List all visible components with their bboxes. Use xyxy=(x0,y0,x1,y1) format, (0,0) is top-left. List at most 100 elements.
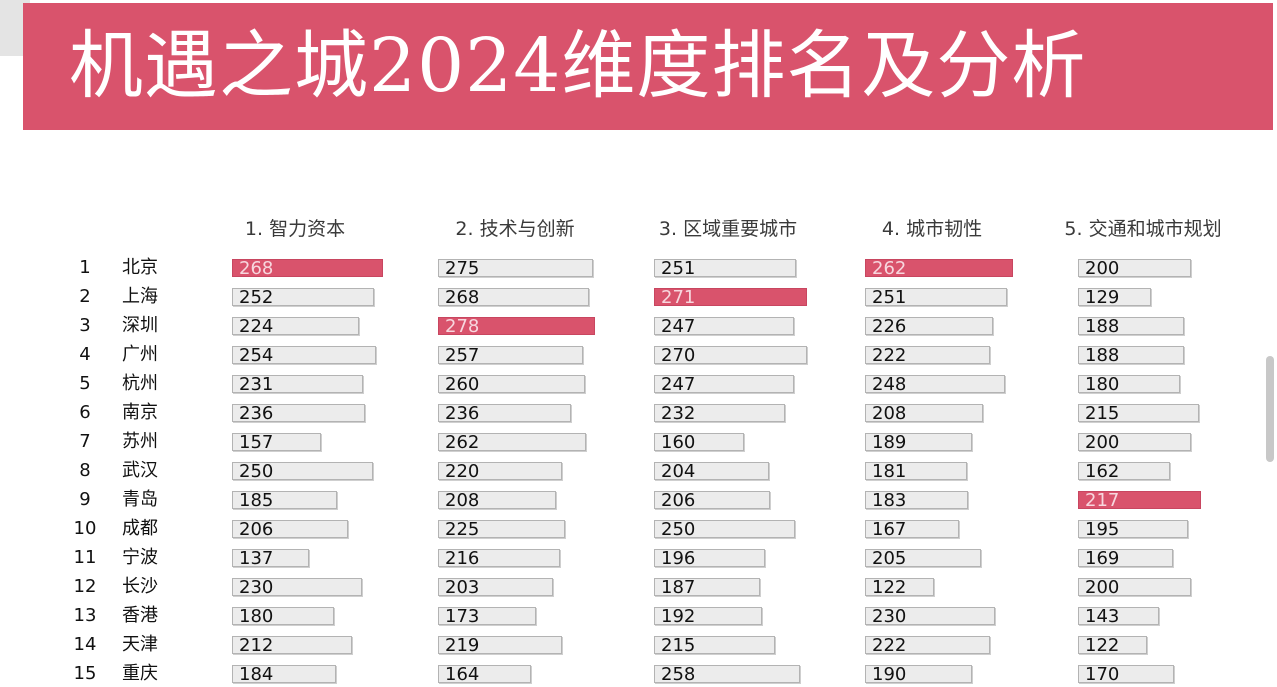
score-bar: 215 xyxy=(1078,403,1199,424)
score-value: 164 xyxy=(445,664,480,685)
rank-number: 5 xyxy=(79,373,91,394)
score-value: 225 xyxy=(445,519,480,540)
score-bar: 251 xyxy=(865,287,1007,308)
score-value: 162 xyxy=(1085,461,1120,482)
score-value: 236 xyxy=(445,403,480,424)
score-value: 258 xyxy=(661,664,696,685)
score-bar: 143 xyxy=(1078,606,1159,627)
city-label: 宁波 xyxy=(122,547,158,568)
score-bar: 236 xyxy=(438,403,571,424)
score-value: 268 xyxy=(239,258,274,279)
city-label: 重庆 xyxy=(122,663,158,684)
city-label: 深圳 xyxy=(122,315,158,336)
score-bar: 200 xyxy=(1078,577,1191,598)
score-bar: 260 xyxy=(438,374,585,395)
city-label: 苏州 xyxy=(122,431,158,452)
score-bar: 189 xyxy=(865,432,972,453)
score-value: 189 xyxy=(872,432,907,453)
score-value: 188 xyxy=(1085,316,1120,337)
score-bar: 173 xyxy=(438,606,536,627)
score-bar: 219 xyxy=(438,635,562,656)
score-value: 200 xyxy=(1085,432,1120,453)
score-value: 226 xyxy=(872,316,907,337)
score-bar: 257 xyxy=(438,345,583,366)
score-value: 232 xyxy=(661,403,696,424)
score-bar: 208 xyxy=(438,490,556,511)
score-bar: 180 xyxy=(232,606,334,627)
score-value: 220 xyxy=(445,461,480,482)
score-value: 181 xyxy=(872,461,907,482)
score-value: 187 xyxy=(661,577,696,598)
score-value: 215 xyxy=(661,635,696,656)
score-value: 260 xyxy=(445,374,480,395)
score-value: 271 xyxy=(661,287,696,308)
score-bar: 224 xyxy=(232,316,359,337)
score-value: 222 xyxy=(872,635,907,656)
city-label: 北京 xyxy=(122,257,158,278)
score-value: 250 xyxy=(661,519,696,540)
score-bar: 129 xyxy=(1078,287,1151,308)
score-value: 248 xyxy=(872,374,907,395)
dimension-header-1: 1. 智力资本 xyxy=(244,218,346,240)
score-bar: 187 xyxy=(654,577,760,598)
dimension-header-4: 4. 城市韧性 xyxy=(881,218,983,240)
rank-number: 4 xyxy=(79,344,91,365)
score-bar: 206 xyxy=(232,519,348,540)
rank-number: 8 xyxy=(79,460,91,481)
score-value: 222 xyxy=(872,345,907,366)
city-label: 南京 xyxy=(122,402,158,423)
score-bar: 160 xyxy=(654,432,744,453)
score-bar: 271 xyxy=(654,287,807,308)
score-value: 206 xyxy=(661,490,696,511)
score-bar: 180 xyxy=(1078,374,1180,395)
score-bar: 184 xyxy=(232,664,336,685)
score-bar: 205 xyxy=(865,548,981,569)
rank-number: 11 xyxy=(73,547,97,568)
score-value: 190 xyxy=(872,664,907,685)
score-bar: 262 xyxy=(438,432,586,453)
score-bar: 226 xyxy=(865,316,993,337)
score-value: 254 xyxy=(239,345,274,366)
score-value: 215 xyxy=(1085,403,1120,424)
score-value: 183 xyxy=(872,490,907,511)
score-bar: 188 xyxy=(1078,345,1184,366)
city-label: 成都 xyxy=(122,518,158,539)
scrollbar-thumb[interactable] xyxy=(1266,356,1274,462)
city-label: 青岛 xyxy=(122,489,158,510)
score-value: 180 xyxy=(239,606,274,627)
score-bar: 170 xyxy=(1078,664,1174,685)
score-value: 184 xyxy=(239,664,274,685)
score-bar: 212 xyxy=(232,635,352,656)
score-bar: 251 xyxy=(654,258,796,279)
score-value: 278 xyxy=(445,316,480,337)
score-value: 205 xyxy=(872,548,907,569)
score-value: 206 xyxy=(239,519,274,540)
score-value: 196 xyxy=(661,548,696,569)
score-value: 143 xyxy=(1085,606,1120,627)
score-value: 160 xyxy=(661,432,696,453)
dimension-header-2: 2. 技术与创新 xyxy=(455,218,575,240)
score-bar: 196 xyxy=(654,548,765,569)
score-bar: 254 xyxy=(232,345,376,366)
rank-number: 14 xyxy=(73,634,97,655)
rank-number: 12 xyxy=(73,576,97,597)
score-value: 170 xyxy=(1085,664,1120,685)
score-value: 180 xyxy=(1085,374,1120,395)
score-bar: 195 xyxy=(1078,519,1188,540)
score-value: 200 xyxy=(1085,258,1120,279)
score-value: 270 xyxy=(661,345,696,366)
score-bar: 137 xyxy=(232,548,309,569)
score-bar: 236 xyxy=(232,403,365,424)
score-bar: 200 xyxy=(1078,432,1191,453)
score-value: 217 xyxy=(1085,490,1120,511)
dimension-header-3: 3. 区域重要城市 xyxy=(658,218,798,240)
score-bar: 167 xyxy=(865,519,959,540)
score-value: 251 xyxy=(661,258,696,279)
score-value: 268 xyxy=(445,287,480,308)
score-bar: 268 xyxy=(438,287,589,308)
score-value: 122 xyxy=(1085,635,1120,656)
score-bar: 169 xyxy=(1078,548,1173,569)
score-value: 167 xyxy=(872,519,907,540)
city-label: 香港 xyxy=(122,605,158,626)
city-label: 天津 xyxy=(122,634,158,655)
